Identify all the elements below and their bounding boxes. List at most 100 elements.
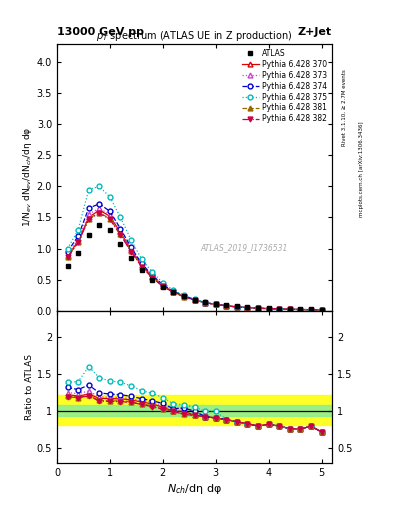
Pythia 6.428 381	[235, 304, 239, 310]
Pythia 6.428 375	[213, 301, 218, 307]
Pythia 6.428 375	[139, 256, 144, 262]
Pythia 6.428 370	[65, 253, 70, 259]
Pythia 6.428 374	[256, 305, 261, 311]
Pythia 6.428 374	[224, 303, 229, 309]
ATLAS	[298, 306, 303, 312]
Pythia 6.428 370	[266, 306, 271, 312]
Y-axis label: Ratio to ATLAS: Ratio to ATLAS	[25, 354, 34, 420]
Pythia 6.428 381	[139, 264, 144, 270]
Pythia 6.428 381	[108, 216, 112, 222]
Pythia 6.428 381	[76, 239, 81, 245]
Pythia 6.428 375	[108, 194, 112, 200]
Text: mcplots.cern.ch [arXiv:1306.3436]: mcplots.cern.ch [arXiv:1306.3436]	[359, 121, 364, 217]
Line: Pythia 6.428 370: Pythia 6.428 370	[65, 207, 324, 312]
Pythia 6.428 375	[224, 303, 229, 309]
Y-axis label: 1/N$_{ev}$ dN$_{ev}$/dN$_{ch}$/dη dφ: 1/N$_{ev}$ dN$_{ev}$/dN$_{ch}$/dη dφ	[21, 127, 34, 227]
Pythia 6.428 373	[235, 304, 239, 310]
Pythia 6.428 370	[182, 293, 186, 300]
Pythia 6.428 381	[287, 306, 292, 312]
ATLAS	[203, 299, 208, 305]
ATLAS	[277, 306, 281, 312]
ATLAS	[287, 306, 292, 312]
Pythia 6.428 382	[224, 303, 229, 309]
Pythia 6.428 370	[245, 305, 250, 311]
Pythia 6.428 374	[160, 282, 165, 288]
ATLAS	[256, 305, 261, 311]
Pythia 6.428 370	[97, 207, 102, 213]
ATLAS	[97, 222, 102, 228]
Pythia 6.428 373	[129, 246, 133, 252]
Pythia 6.428 374	[235, 304, 239, 310]
ATLAS	[65, 263, 70, 269]
ATLAS	[309, 306, 313, 312]
ATLAS	[86, 232, 91, 238]
Pythia 6.428 375	[319, 307, 324, 313]
Pythia 6.428 382	[235, 304, 239, 310]
Pythia 6.428 373	[192, 296, 197, 303]
Pythia 6.428 381	[277, 306, 281, 312]
Pythia 6.428 375	[160, 280, 165, 286]
Pythia 6.428 381	[118, 231, 123, 238]
Line: Pythia 6.428 375: Pythia 6.428 375	[65, 184, 324, 312]
Pythia 6.428 374	[213, 302, 218, 308]
Pythia 6.428 375	[86, 186, 91, 193]
Pythia 6.428 381	[256, 305, 261, 311]
Pythia 6.428 381	[129, 248, 133, 254]
Pythia 6.428 373	[150, 273, 154, 279]
Text: 13000 GeV pp: 13000 GeV pp	[57, 27, 144, 37]
Pythia 6.428 370	[129, 247, 133, 253]
Pythia 6.428 370	[235, 304, 239, 310]
Pythia 6.428 375	[192, 296, 197, 302]
Pythia 6.428 374	[182, 293, 186, 299]
Pythia 6.428 381	[150, 274, 154, 280]
Line: Pythia 6.428 373: Pythia 6.428 373	[65, 206, 324, 312]
Pythia 6.428 381	[298, 307, 303, 313]
Pythia 6.428 374	[86, 205, 91, 211]
ATLAS	[182, 293, 186, 300]
ATLAS	[150, 276, 154, 283]
Pythia 6.428 373	[203, 300, 208, 306]
Pythia 6.428 370	[76, 238, 81, 244]
ATLAS	[319, 307, 324, 313]
ATLAS	[235, 303, 239, 309]
ATLAS	[224, 302, 229, 308]
Pythia 6.428 373	[224, 303, 229, 309]
ATLAS	[266, 305, 271, 311]
Pythia 6.428 375	[129, 237, 133, 243]
Pythia 6.428 373	[108, 212, 112, 218]
Pythia 6.428 381	[160, 283, 165, 289]
Pythia 6.428 373	[97, 205, 102, 211]
Pythia 6.428 375	[277, 306, 281, 312]
Pythia 6.428 370	[160, 283, 165, 289]
Pythia 6.428 373	[86, 211, 91, 218]
ATLAS	[129, 255, 133, 261]
Pythia 6.428 370	[171, 289, 176, 295]
Pythia 6.428 370	[277, 306, 281, 312]
Pythia 6.428 375	[309, 307, 313, 313]
Pythia 6.428 381	[171, 289, 176, 295]
Pythia 6.428 382	[309, 307, 313, 313]
Pythia 6.428 375	[235, 304, 239, 310]
Pythia 6.428 374	[97, 201, 102, 207]
ATLAS	[245, 304, 250, 310]
Pythia 6.428 382	[108, 216, 112, 222]
Pythia 6.428 373	[76, 236, 81, 242]
Pythia 6.428 381	[86, 216, 91, 222]
Pythia 6.428 382	[76, 239, 81, 245]
Pythia 6.428 373	[256, 305, 261, 311]
Pythia 6.428 375	[76, 227, 81, 233]
Pythia 6.428 382	[192, 297, 197, 303]
Pythia 6.428 374	[65, 249, 70, 255]
Pythia 6.428 373	[118, 228, 123, 234]
Pythia 6.428 382	[319, 307, 324, 313]
Pythia 6.428 375	[298, 307, 303, 313]
Pythia 6.428 373	[277, 306, 281, 312]
Pythia 6.428 382	[266, 306, 271, 312]
Pythia 6.428 373	[245, 305, 250, 311]
Pythia 6.428 382	[150, 275, 154, 281]
Pythia 6.428 374	[76, 233, 81, 239]
Pythia 6.428 370	[309, 307, 313, 313]
Pythia 6.428 373	[309, 307, 313, 313]
ATLAS	[192, 296, 197, 303]
Pythia 6.428 382	[182, 294, 186, 300]
